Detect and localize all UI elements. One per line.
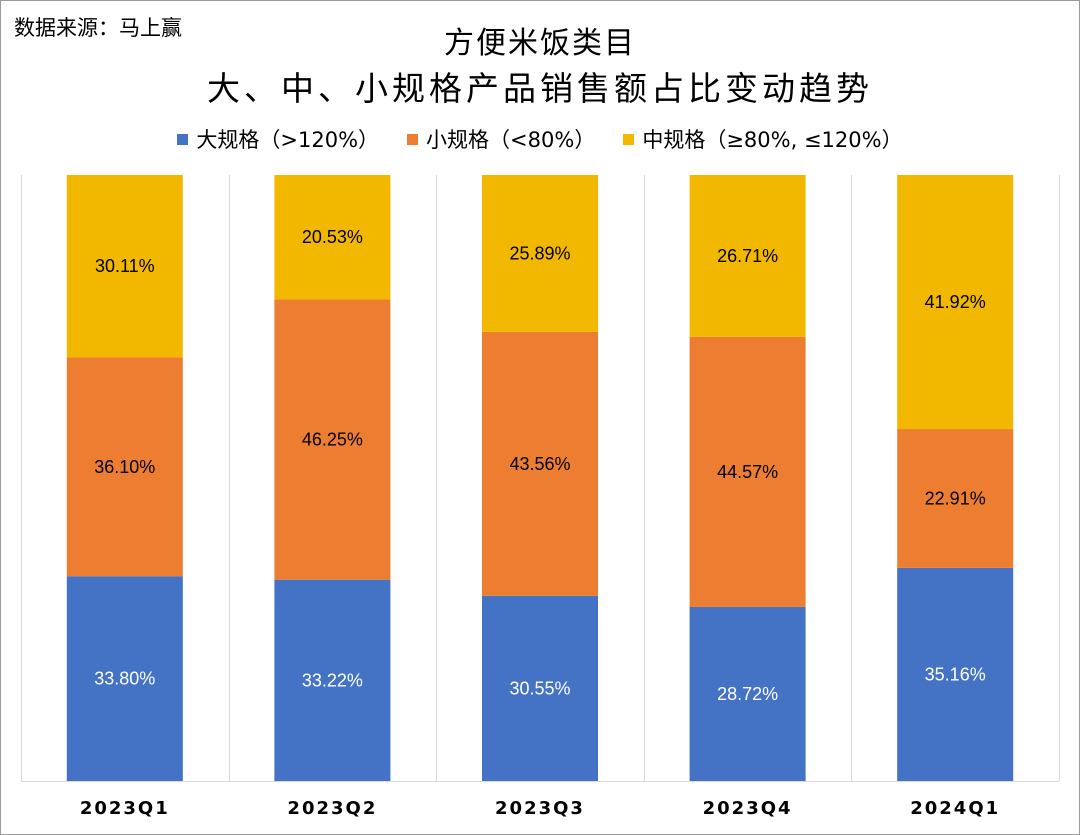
bar-segment-large-2024q1 (897, 567, 1014, 781)
bar-segment-small-2024q1 (897, 429, 1014, 568)
data-label-small-2023q2: 46.25% (302, 430, 363, 450)
data-label-large-2023q3: 30.55% (509, 678, 570, 698)
data-label-large-2023q2: 33.22% (302, 670, 363, 690)
chart-title-line1: 方便米饭类目 (444, 26, 636, 61)
legend-item-medium: 中规格（≥80%, ≤120%） (623, 124, 903, 154)
data-label-medium-2023q1: 30.11% (95, 256, 155, 276)
data-label-large-2023q4: 28.72% (717, 684, 778, 704)
bar-segment-small-2023q2 (274, 299, 391, 580)
legend-label-small: 小规格（<80%） (426, 128, 596, 152)
bar-segment-small-2023q1 (66, 357, 183, 577)
chart-legend: 大规格（>120%） 小规格（<80%） 中规格（≥80%, ≤120%） (0, 124, 1080, 154)
bar-segment-medium-2023q1 (66, 175, 183, 358)
bar-segment-large-2023q4 (689, 606, 806, 781)
data-label-medium-2024q1: 41.92% (925, 292, 986, 312)
bar-segment-medium-2023q4 (689, 175, 806, 337)
legend-item-small: 小规格（<80%） (407, 124, 595, 154)
bar-segment-medium-2023q3 (482, 175, 598, 332)
data-label-medium-2023q3: 25.89% (509, 243, 570, 263)
bar-segment-small-2023q4 (689, 336, 806, 607)
bar-segment-medium-2023q2 (274, 175, 391, 300)
data-label-small-2023q1: 36.10% (94, 457, 155, 477)
data-label-medium-2023q2: 20.53% (302, 227, 363, 247)
legend-label-large: 大规格（>120%） (196, 128, 380, 152)
data-label-small-2023q4: 44.57% (717, 462, 778, 482)
legend-swatch-large (177, 133, 189, 145)
x-tick-label-2023q4: 2023Q4 (703, 798, 793, 819)
legend-item-large: 大规格（>120%） (177, 124, 379, 154)
x-tick-label-2023q1: 2023Q1 (80, 798, 170, 819)
x-tick-label-2023q2: 2023Q2 (287, 798, 377, 819)
data-label-large-2023q1: 33.80% (94, 669, 155, 689)
bar-segment-medium-2024q1 (897, 175, 1014, 430)
data-label-small-2023q3: 43.56% (509, 454, 570, 474)
bar-segment-large-2023q3 (482, 595, 598, 781)
legend-label-medium: 中规格（≥80%, ≤120%） (642, 128, 903, 152)
bar-segment-small-2023q3 (482, 331, 598, 596)
bar-segment-large-2023q2 (274, 579, 391, 781)
data-source-note: 数据来源：马上赢 (14, 16, 182, 40)
legend-swatch-small (407, 133, 419, 145)
legend-swatch-medium (623, 133, 635, 145)
data-label-large-2024q1: 35.16% (925, 664, 986, 684)
chart-title-line2: 大、中、小规格产品销售额占比变动趋势 (207, 69, 873, 108)
x-tick-label-2024q1: 2024Q1 (910, 798, 1000, 819)
bar-segment-large-2023q1 (66, 576, 183, 781)
data-label-medium-2023q4: 26.71% (717, 246, 778, 266)
data-label-small-2024q1: 22.91% (925, 488, 986, 508)
x-tick-label-2023q3: 2023Q3 (495, 798, 585, 819)
